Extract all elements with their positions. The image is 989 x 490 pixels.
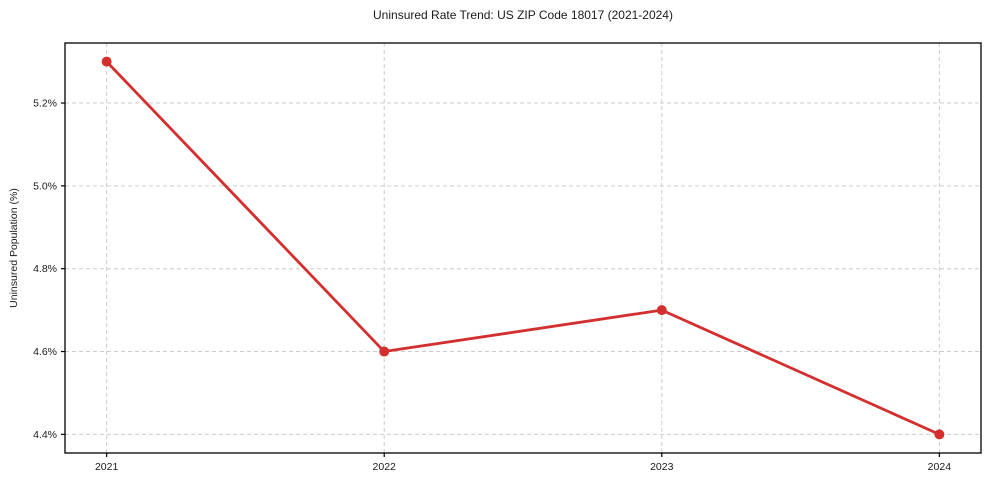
data-point-2022 [379, 346, 390, 357]
chart-title: Uninsured Rate Trend: US ZIP Code 18017 … [373, 8, 673, 22]
y-tick-label: 5.2% [33, 98, 57, 110]
y-tick-label: 5.0% [33, 180, 57, 192]
y-tick-label: 4.4% [33, 429, 57, 441]
x-tick-label: 2021 [95, 461, 119, 473]
data-point-2021 [101, 56, 112, 67]
x-tick-label: 2022 [373, 461, 397, 473]
y-tick-label: 4.8% [33, 263, 57, 275]
x-tick-label: 2023 [650, 461, 674, 473]
y-tick-label: 4.6% [33, 346, 57, 358]
data-point-2023 [656, 305, 667, 316]
trend-line [105, 60, 941, 436]
plot-border [64, 42, 982, 454]
data-point-2024 [934, 429, 945, 440]
x-tick-label: 2024 [928, 461, 952, 473]
